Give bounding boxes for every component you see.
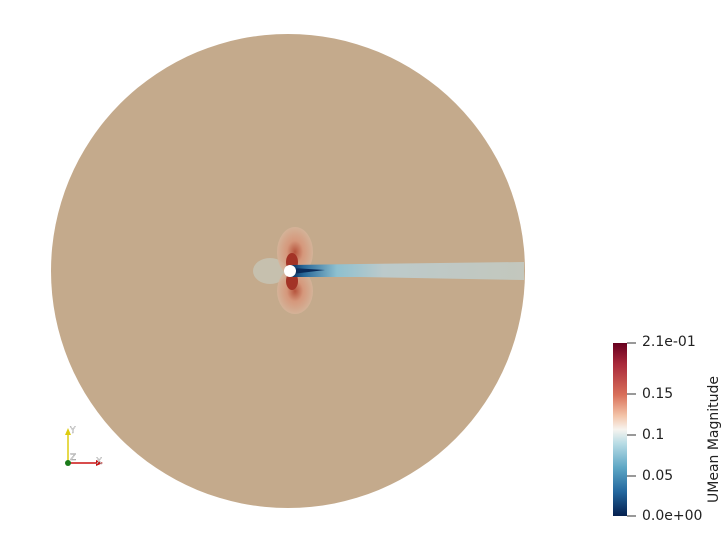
z-axis-label: Z: [70, 453, 76, 463]
wake-core: [292, 268, 325, 274]
colorbar-max-label: 2.1e-01: [642, 334, 696, 350]
colorbar: [613, 343, 627, 516]
colorbar-label-01: 0.1: [642, 427, 665, 443]
y-axis-label: Y: [69, 426, 76, 436]
colorbar-title: UMean Magnitude: [706, 375, 722, 503]
upstream-bulge: [253, 258, 287, 284]
colorbar-ticks: [627, 342, 636, 517]
colorbar-label-015: 0.15: [642, 386, 674, 402]
x-axis-label: X: [96, 457, 102, 467]
wake: [290, 262, 524, 280]
colorbar-min-label: 0.0e+00: [642, 508, 703, 524]
lower-lobe: [277, 268, 313, 314]
colorbar-label-005: 0.05: [642, 468, 674, 484]
orientation-axes: X Y Z: [65, 426, 103, 467]
cylinder: [284, 265, 296, 277]
upper-lobe: [277, 227, 313, 277]
